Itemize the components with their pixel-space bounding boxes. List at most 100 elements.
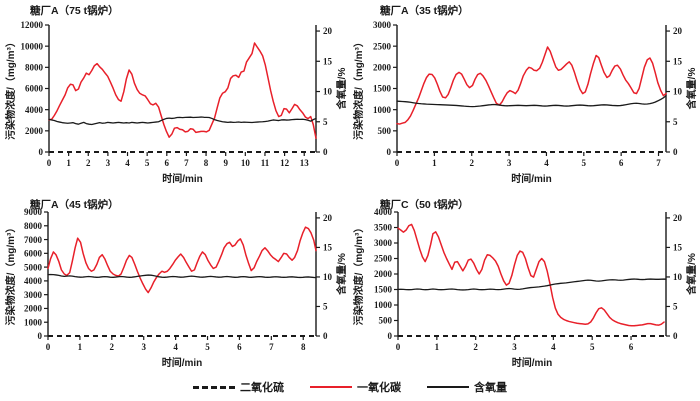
- svg-text:3: 3: [512, 342, 517, 352]
- legend-label-o2: 含氧量: [474, 382, 507, 394]
- chart-panel-a45: 糖厂A（45 t锅炉） 0 1000 2000 3000 4000 5000 6000 700…: [0, 194, 350, 380]
- svg-text:含氧量/%: 含氧量/%: [335, 68, 348, 110]
- svg-text:5: 5: [323, 302, 328, 312]
- legend-swatch-so2: [193, 385, 235, 389]
- svg-text:0: 0: [388, 331, 393, 341]
- svg-text:20: 20: [673, 26, 683, 36]
- svg-text:5: 5: [145, 158, 150, 168]
- svg-text:0: 0: [47, 158, 52, 168]
- svg-text:15: 15: [323, 56, 333, 66]
- svg-text:7: 7: [269, 342, 274, 352]
- svg-text:3000: 3000: [374, 238, 393, 248]
- svg-text:500: 500: [379, 316, 393, 326]
- svg-text:6000: 6000: [25, 84, 44, 94]
- svg-text:10: 10: [673, 272, 683, 282]
- svg-text:0: 0: [396, 342, 401, 352]
- svg-text:2500: 2500: [374, 254, 393, 264]
- svg-text:2500: 2500: [373, 41, 392, 51]
- legend-item-so2: 二氧化硫: [193, 379, 284, 395]
- panel-title-a45: 糖厂A（45 t锅炉）: [30, 199, 119, 211]
- svg-text:10: 10: [323, 272, 333, 282]
- svg-text:13: 13: [300, 158, 310, 168]
- svg-text:5: 5: [582, 158, 587, 168]
- svg-text:10: 10: [241, 158, 251, 168]
- svg-text:15: 15: [673, 56, 683, 66]
- svg-text:6000: 6000: [24, 249, 43, 259]
- panel-title-c50: 糖厂C（50 t锅炉）: [380, 199, 469, 211]
- svg-text:15: 15: [673, 243, 683, 253]
- svg-text:4: 4: [551, 342, 556, 352]
- svg-text:0: 0: [673, 331, 678, 341]
- svg-text:时间/min: 时间/min: [512, 356, 553, 369]
- svg-text:1000: 1000: [24, 317, 43, 327]
- svg-text:2: 2: [469, 158, 474, 168]
- svg-text:12000: 12000: [21, 20, 44, 30]
- svg-text:10: 10: [673, 87, 683, 97]
- svg-text:20: 20: [323, 26, 333, 36]
- svg-text:污染物浓度/（mg/m³）: 污染物浓度/（mg/m³）: [4, 223, 17, 326]
- svg-text:5: 5: [673, 302, 678, 312]
- svg-text:7: 7: [184, 158, 189, 168]
- svg-text:3: 3: [507, 158, 512, 168]
- svg-text:1: 1: [432, 158, 437, 168]
- svg-text:2: 2: [473, 342, 478, 352]
- svg-text:4: 4: [125, 158, 130, 168]
- svg-text:2000: 2000: [373, 63, 392, 73]
- svg-text:11: 11: [261, 158, 270, 168]
- svg-text:时间/min: 时间/min: [162, 356, 203, 369]
- svg-text:0: 0: [323, 331, 328, 341]
- svg-text:含氧量/%: 含氧量/%: [685, 253, 698, 295]
- svg-text:5000: 5000: [24, 262, 43, 272]
- svg-text:1: 1: [66, 158, 71, 168]
- svg-text:0: 0: [38, 331, 43, 341]
- svg-text:污染物浓度/（mg/m³）: 污染物浓度/（mg/m³）: [352, 223, 365, 326]
- svg-text:3000: 3000: [373, 20, 392, 30]
- svg-text:1: 1: [435, 342, 440, 352]
- legend-label-co: 一氧化碳: [357, 382, 401, 394]
- svg-text:10000: 10000: [21, 41, 44, 51]
- panel-title-a35: 糖厂A（35 t锅炉）: [380, 5, 469, 17]
- svg-text:0: 0: [46, 342, 51, 352]
- svg-text:5: 5: [673, 117, 678, 127]
- legend-swatch-co: [310, 386, 352, 388]
- svg-text:7: 7: [656, 158, 661, 168]
- svg-text:4: 4: [544, 158, 549, 168]
- svg-text:15: 15: [323, 243, 333, 253]
- legend-item-co: 一氧化碳: [310, 379, 401, 395]
- svg-text:3: 3: [106, 158, 111, 168]
- svg-text:3500: 3500: [374, 223, 393, 233]
- chart-svg-c50: 0500100015002000250030003500400005101520…: [352, 207, 698, 369]
- svg-text:污染物浓度/（mg/m³）: 污染物浓度/（mg/m³）: [4, 37, 17, 140]
- svg-text:0: 0: [323, 147, 328, 157]
- chart-svg-a35: 0 500 1000 1500 2000 2500 3000 0 5 10 15 20 0 1 2 3 4 5 6 7…: [352, 20, 698, 185]
- legend-item-o2: 含氧量: [427, 379, 507, 395]
- svg-text:6: 6: [619, 158, 624, 168]
- figure-legend: 二氧化硫 一氧化碳 含氧量: [0, 376, 700, 398]
- svg-text:2000: 2000: [24, 304, 43, 314]
- svg-text:3: 3: [141, 342, 146, 352]
- svg-text:12: 12: [280, 158, 290, 168]
- svg-text:6: 6: [237, 342, 242, 352]
- svg-text:1500: 1500: [373, 84, 392, 94]
- svg-text:500: 500: [378, 126, 392, 136]
- panel-title-a75: 糖厂A（75 t锅炉）: [30, 5, 119, 17]
- svg-text:1000: 1000: [373, 105, 392, 115]
- svg-text:5: 5: [590, 342, 595, 352]
- chart-svg-a45: 0 1000 2000 3000 4000 5000 6000 7000 8000 9000 0 5 1…: [4, 207, 348, 369]
- svg-text:9: 9: [223, 158, 228, 168]
- svg-text:4000: 4000: [24, 276, 43, 286]
- svg-text:10: 10: [323, 87, 333, 97]
- svg-text:0: 0: [673, 147, 678, 157]
- svg-text:0: 0: [39, 147, 44, 157]
- svg-text:含氧量/%: 含氧量/%: [685, 68, 698, 110]
- svg-text:1500: 1500: [374, 285, 393, 295]
- svg-text:0: 0: [387, 147, 392, 157]
- svg-text:含氧量/%: 含氧量/%: [335, 253, 348, 295]
- svg-text:2000: 2000: [25, 126, 44, 136]
- svg-text:2: 2: [86, 158, 91, 168]
- svg-text:20: 20: [323, 213, 333, 223]
- svg-text:1: 1: [78, 342, 83, 352]
- svg-text:2000: 2000: [374, 269, 393, 279]
